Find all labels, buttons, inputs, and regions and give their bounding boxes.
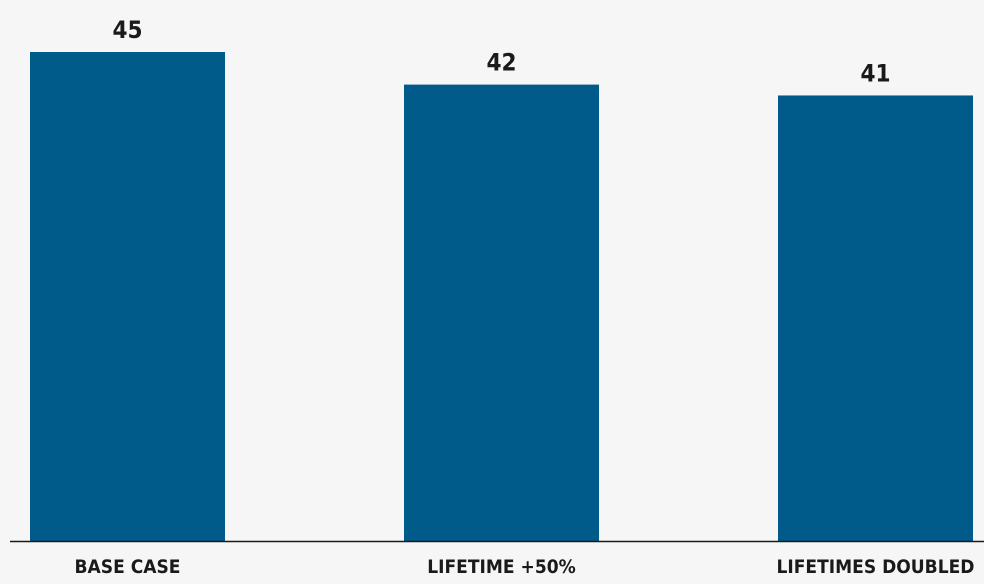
bar-lifetimes-doubled	[778, 95, 973, 541]
x-tick-label-lifetimes-doubled: LIFETIMES DOUBLED	[777, 556, 975, 578]
labels-group: 45 BASE CASE 42 LIFETIME +50% 41 LIFETIMES DO…	[75, 16, 975, 578]
data-label-base-case: 45	[112, 16, 142, 44]
bar-base-case	[30, 52, 225, 541]
data-label-lifetime-50: 42	[486, 49, 516, 77]
x-tick-label-lifetime-50: LIFETIME +50%	[427, 556, 576, 578]
data-label-lifetimes-doubled: 41	[860, 59, 890, 87]
x-tick-label-base-case: BASE CASE	[75, 556, 181, 578]
bar-lifetime-50	[404, 84, 599, 541]
bars-group	[30, 52, 973, 541]
